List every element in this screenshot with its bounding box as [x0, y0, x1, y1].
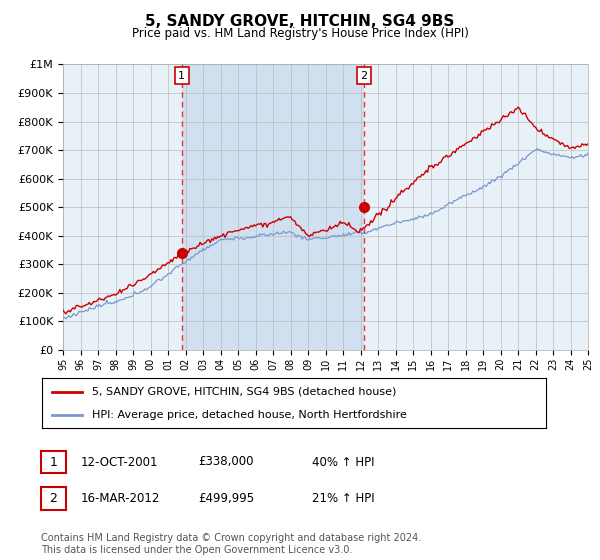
Text: £338,000: £338,000 — [198, 455, 254, 469]
Text: 40% ↑ HPI: 40% ↑ HPI — [312, 455, 374, 469]
Text: HPI: Average price, detached house, North Hertfordshire: HPI: Average price, detached house, Nort… — [92, 410, 407, 420]
Text: 5, SANDY GROVE, HITCHIN, SG4 9BS (detached house): 5, SANDY GROVE, HITCHIN, SG4 9BS (detach… — [92, 386, 397, 396]
Text: £499,995: £499,995 — [198, 492, 254, 505]
Text: 1: 1 — [49, 455, 58, 469]
Text: Price paid vs. HM Land Registry's House Price Index (HPI): Price paid vs. HM Land Registry's House … — [131, 27, 469, 40]
Text: 1: 1 — [178, 71, 185, 81]
Text: 12-OCT-2001: 12-OCT-2001 — [81, 455, 158, 469]
Text: 2: 2 — [361, 71, 368, 81]
Text: Contains HM Land Registry data © Crown copyright and database right 2024.
This d: Contains HM Land Registry data © Crown c… — [41, 533, 421, 555]
Text: 21% ↑ HPI: 21% ↑ HPI — [312, 492, 374, 505]
Text: 16-MAR-2012: 16-MAR-2012 — [81, 492, 160, 505]
Bar — [182, 64, 364, 350]
Text: 5, SANDY GROVE, HITCHIN, SG4 9BS: 5, SANDY GROVE, HITCHIN, SG4 9BS — [145, 14, 455, 29]
Text: 2: 2 — [49, 492, 58, 505]
